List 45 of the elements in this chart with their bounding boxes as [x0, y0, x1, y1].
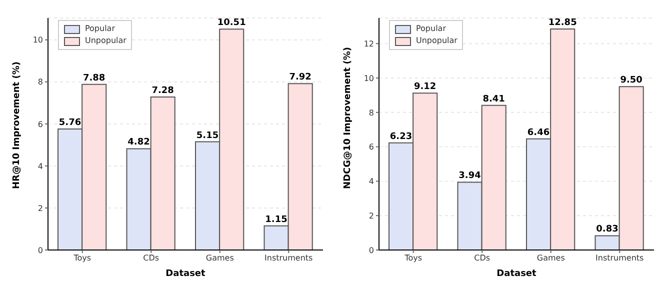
y-tick-label: 0: [38, 246, 43, 255]
x-tick-label: Games: [206, 254, 234, 263]
y-tick-label: 2: [368, 211, 374, 220]
data-label: 4.82: [128, 138, 150, 148]
x-tick-label: CDs: [143, 254, 160, 263]
y-axis-title: HR@10 Improvement (%): [12, 62, 22, 189]
x-tick-label: Instruments: [264, 254, 313, 263]
data-label: 9.12: [414, 82, 436, 92]
y-tick-label: 6: [368, 142, 374, 152]
legend-label: Popular: [416, 23, 446, 35]
data-label: 5.76: [58, 118, 82, 128]
legend-label: Unpopular: [85, 35, 126, 47]
data-label: 9.50: [620, 76, 642, 86]
y-tick-label: 8: [38, 78, 43, 87]
data-label: 10.51: [217, 18, 246, 28]
legend-label: Unpopular: [416, 35, 458, 47]
x-tick-label: Toys: [404, 254, 422, 263]
data-label: 12.85: [548, 18, 577, 28]
data-label: 6.46: [527, 128, 550, 138]
y-tick-label: 12: [364, 39, 374, 48]
y-tick-label: 0: [368, 246, 374, 255]
data-label: 7.92: [289, 72, 312, 83]
x-tick-label: Instruments: [596, 254, 644, 263]
data-label: 5.15: [196, 130, 219, 141]
data-label: 0.83: [596, 224, 618, 235]
data-label: 6.23: [390, 132, 412, 142]
data-label: 1.15: [265, 214, 288, 225]
y-tick-label: 6: [38, 120, 43, 129]
y-tick-label: 4: [38, 162, 43, 171]
y-tick-label: 10: [364, 74, 374, 83]
x-axis-title: Dataset: [166, 269, 206, 279]
data-label: 3.94: [458, 171, 481, 182]
y-tick-label: 10: [32, 36, 43, 45]
data-label: 7.88: [82, 73, 106, 84]
x-tick-label: Toys: [72, 254, 92, 263]
y-axis-title: NDCG@10 Improvement (%): [343, 47, 354, 189]
y-tick-label: 2: [38, 204, 43, 213]
y-tick-label: 8: [368, 108, 374, 118]
legend-label: Popular: [85, 23, 115, 35]
x-tick-label: Games: [536, 254, 565, 263]
data-label: 7.28: [152, 86, 174, 96]
x-tick-label: CDs: [474, 254, 490, 263]
y-tick-label: 4: [368, 177, 374, 186]
x-axis-title: Dataset: [496, 269, 538, 279]
data-label: 8.41: [482, 94, 505, 104]
